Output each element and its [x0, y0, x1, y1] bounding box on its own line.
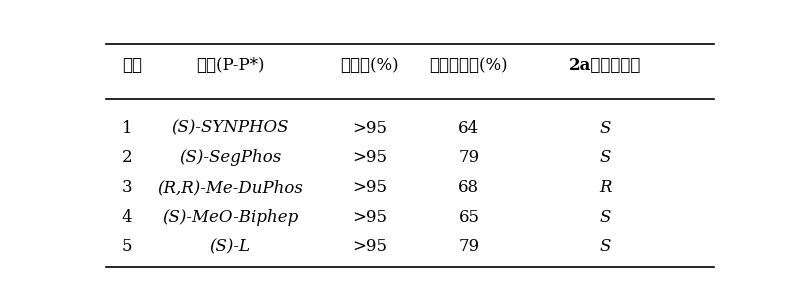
Text: R: R [599, 179, 611, 196]
Text: 64: 64 [458, 120, 479, 137]
Text: >95: >95 [352, 149, 387, 166]
Text: S: S [600, 149, 611, 166]
Text: (R,R)-Me-DuPhos: (R,R)-Me-DuPhos [158, 179, 303, 196]
Text: 序号: 序号 [122, 57, 142, 74]
Text: (S)-SYNPHOS: (S)-SYNPHOS [171, 120, 289, 137]
Text: (S)-L: (S)-L [210, 238, 250, 255]
Text: 对映体过量(%): 对映体过量(%) [430, 57, 508, 74]
Text: 转化率(%): 转化率(%) [340, 57, 399, 74]
Text: 68: 68 [458, 179, 479, 196]
Text: 2: 2 [122, 149, 132, 166]
Text: 配体(P-P*): 配体(P-P*) [196, 57, 265, 74]
Text: 3: 3 [122, 179, 132, 196]
Text: 65: 65 [458, 209, 479, 226]
Text: 4: 4 [122, 209, 132, 226]
Text: >95: >95 [352, 238, 387, 255]
Text: (S)-MeO-Biphep: (S)-MeO-Biphep [162, 209, 298, 226]
Text: >95: >95 [352, 120, 387, 137]
Text: S: S [600, 238, 611, 255]
Text: >95: >95 [352, 209, 387, 226]
Text: S: S [600, 209, 611, 226]
Text: 1: 1 [122, 120, 132, 137]
Text: 79: 79 [458, 149, 479, 166]
Text: 5: 5 [122, 238, 132, 255]
Text: 79: 79 [458, 238, 479, 255]
Text: S: S [600, 120, 611, 137]
Text: 2a的绝对构型: 2a的绝对构型 [569, 57, 642, 74]
Text: >95: >95 [352, 179, 387, 196]
Text: (S)-SegPhos: (S)-SegPhos [179, 149, 282, 166]
